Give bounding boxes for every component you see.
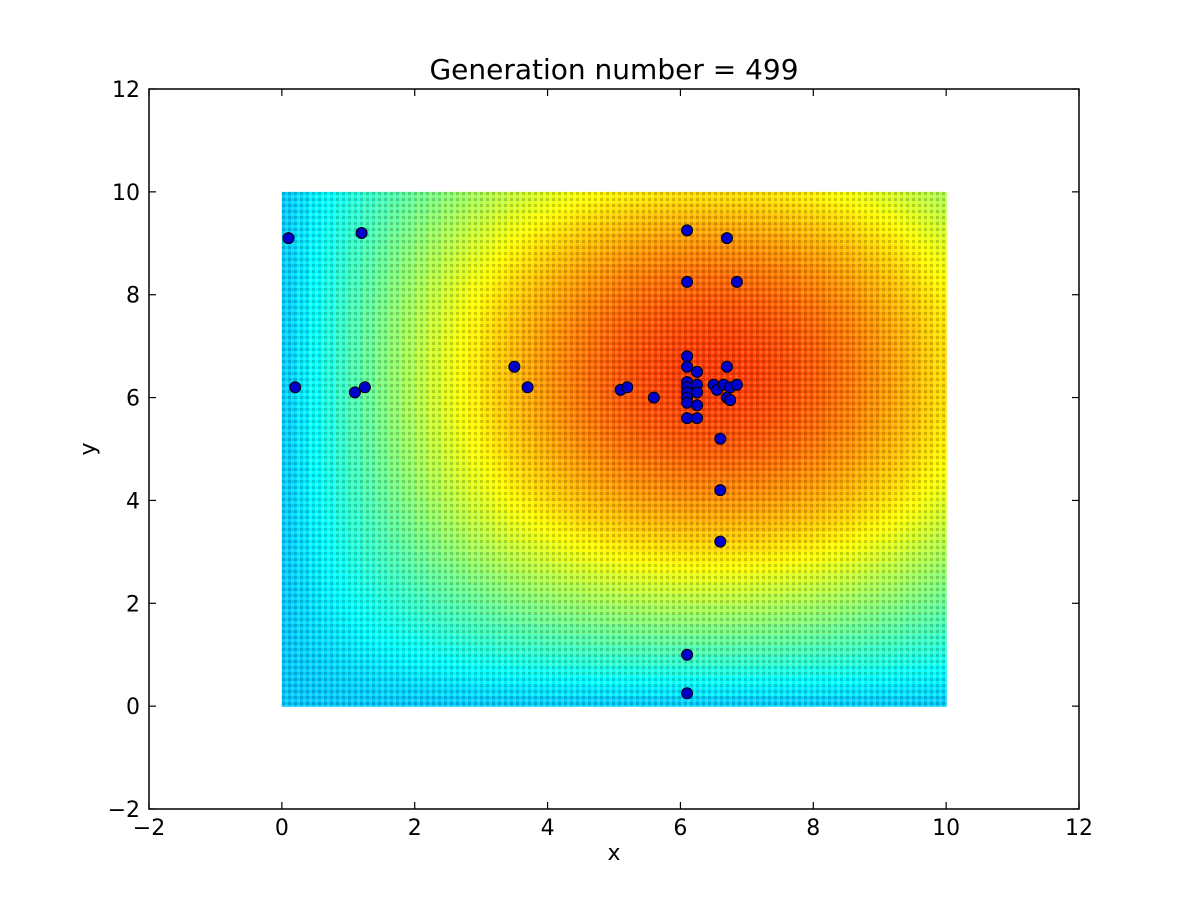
scatter-point [681,224,694,237]
scatter-point [681,360,694,373]
scatter-point [508,360,521,373]
scatter-point [714,535,727,548]
x-tick-label: 0 [275,816,289,841]
scatter-point [681,396,694,409]
scatter-point [681,275,694,288]
heatmap-texture [281,191,947,707]
scatter-point [714,432,727,445]
x-axis-label: x [607,841,620,866]
x-tick-label: 6 [673,816,687,841]
scatter-point [282,232,295,245]
scatter-point [355,227,368,239]
x-tick-label: 8 [806,816,820,841]
scatter-points [282,224,743,700]
scatter-point [720,360,733,373]
x-tick-label: 10 [932,816,960,841]
y-tick-label: 0 [126,695,140,720]
scatter-point [289,381,302,394]
scatter-point [681,350,694,363]
x-tick-label: 4 [541,816,555,841]
scatter-point [691,399,704,412]
scatter-point [681,687,694,700]
y-tick-label: 10 [112,181,140,206]
y-axis-label: y [76,442,101,455]
y-tick-label: 4 [126,489,140,514]
scatter-point [720,232,733,245]
scatter-point [521,381,534,394]
scatter-point [691,412,704,425]
scatter-point [691,386,704,399]
scatter-point [714,484,727,497]
scatter-point [730,275,743,288]
x-tick-label: 2 [408,816,422,841]
y-tick-label: 6 [126,387,140,412]
scatter-point [691,365,704,378]
y-tick-label: 12 [112,78,140,103]
x-tick-label: −2 [133,816,165,841]
scatter-point [730,378,743,391]
scatter-point [681,412,694,425]
scatter-point [681,648,694,661]
chart-title: Generation number = 499 [429,53,798,86]
plot-area-frame [148,88,1080,810]
scatter-point [358,381,371,394]
y-tick-label: 2 [126,592,140,617]
scatter-point [621,381,634,394]
x-tick-label: 12 [1065,816,1093,841]
scatter-point [647,391,660,404]
y-tick-label: −2 [108,798,140,823]
y-tick-label: 8 [126,284,140,309]
axis-ticks: −2 0 2 4 6 8 10 12 −2 0 2 4 6 8 10 12 [108,78,1093,841]
scatter-point [348,386,361,399]
scatter-point [724,394,737,407]
